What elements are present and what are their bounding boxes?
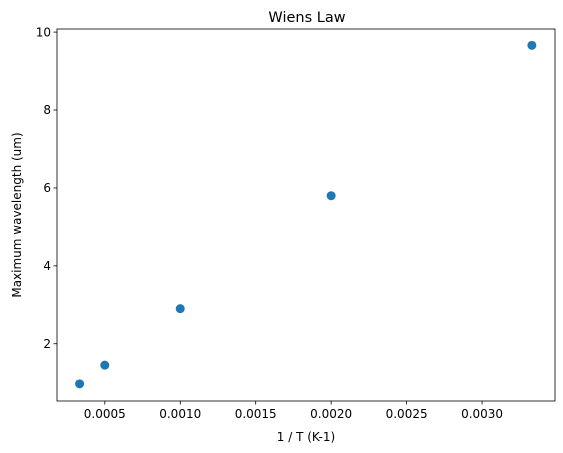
y-axis-label: Maximum wavelength (um) — [10, 132, 24, 297]
x-tick-label: 0.0020 — [310, 407, 352, 421]
y-axis: 2 4 6 8 10 — [36, 25, 57, 351]
y-tick-label: 6 — [43, 181, 51, 195]
x-axis: 0.0005 0.0010 0.0015 0.0020 0.0025 0.0030 — [84, 401, 503, 421]
y-tick-label: 4 — [43, 259, 51, 273]
data-point — [175, 304, 185, 314]
data-point — [75, 379, 85, 389]
x-tick-label: 0.0030 — [461, 407, 503, 421]
x-tick-label: 0.0025 — [386, 407, 428, 421]
data-point — [100, 360, 110, 370]
x-tick-label: 0.0005 — [84, 407, 126, 421]
x-axis-label: 1 / T (K-1) — [277, 430, 335, 444]
data-point — [527, 40, 537, 50]
x-tick-label: 0.0015 — [235, 407, 277, 421]
chart-title: Wiens Law — [268, 10, 345, 26]
x-tick-label: 0.0010 — [159, 407, 201, 421]
data-point — [326, 191, 336, 201]
y-tick-label: 8 — [43, 103, 51, 117]
y-tick-label: 10 — [36, 25, 51, 39]
plot-frame — [56, 28, 556, 402]
y-tick-label: 2 — [43, 337, 51, 351]
scatter-series — [75, 40, 537, 389]
